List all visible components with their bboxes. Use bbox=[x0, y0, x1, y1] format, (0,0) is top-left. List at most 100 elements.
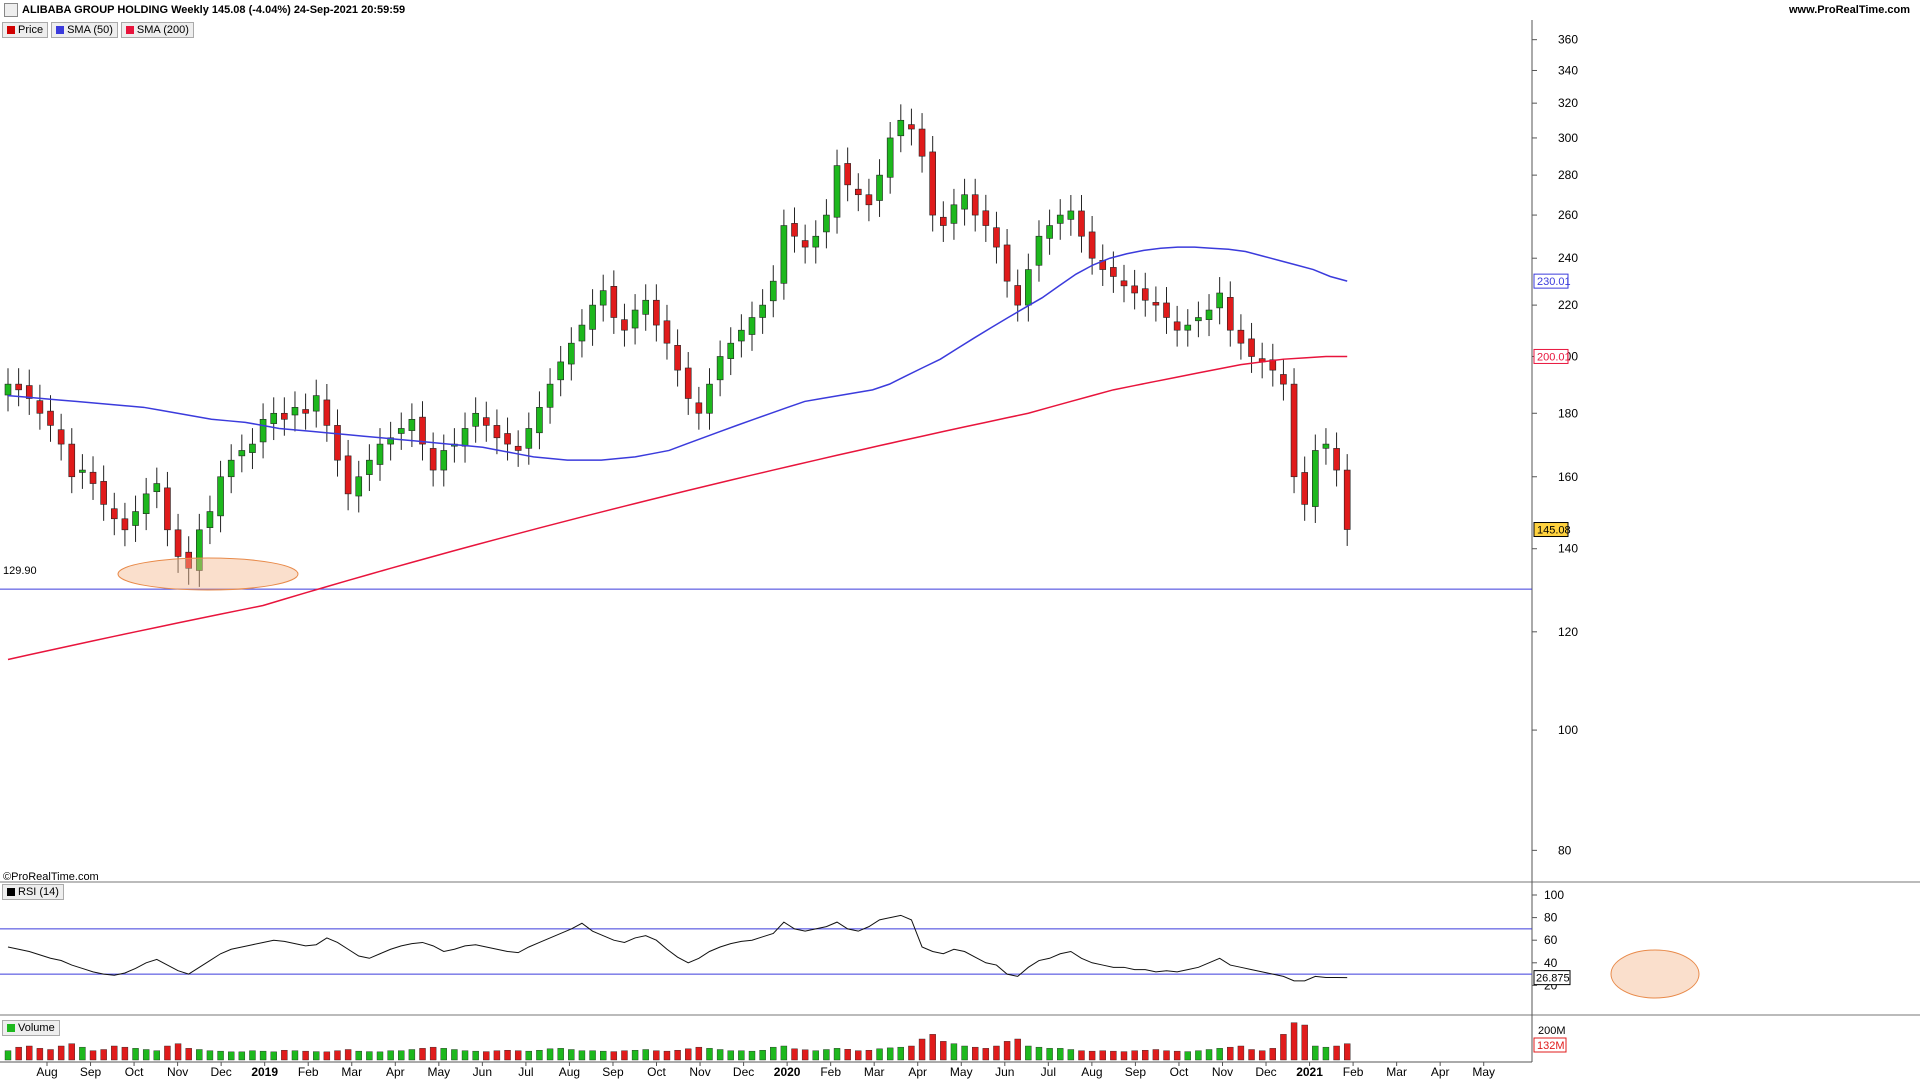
volume-bar bbox=[1343, 1043, 1351, 1061]
rsi-tick-label: 100 bbox=[1544, 888, 1564, 902]
volume-bar bbox=[472, 1050, 479, 1061]
volume-bar bbox=[631, 1049, 639, 1061]
volume-bar bbox=[727, 1050, 734, 1061]
candle-body bbox=[993, 227, 1000, 248]
volume-bar bbox=[1152, 1049, 1160, 1061]
volume-bar bbox=[493, 1050, 501, 1061]
volume-bar bbox=[1099, 1050, 1106, 1061]
legend-sma200-label: SMA (200) bbox=[136, 24, 189, 36]
time-tick-label: Sep bbox=[602, 1065, 624, 1079]
candle-body bbox=[971, 194, 979, 216]
legend-price[interactable]: Price bbox=[2, 22, 49, 38]
candle-body bbox=[1195, 317, 1202, 322]
volume-value-tag: 132M bbox=[1537, 1040, 1565, 1052]
volume-bar bbox=[642, 1049, 649, 1061]
price-tick-label: 260 bbox=[1558, 208, 1578, 222]
candle-body bbox=[1301, 472, 1308, 505]
volume-bar bbox=[1014, 1038, 1021, 1061]
volume-bar bbox=[972, 1046, 979, 1061]
volume-bar bbox=[1088, 1050, 1096, 1061]
candle-body bbox=[312, 395, 320, 412]
volume-bar bbox=[217, 1050, 224, 1061]
rsi-panel-label[interactable]: RSI (14) bbox=[2, 884, 64, 900]
legend-sma50[interactable]: SMA (50) bbox=[51, 22, 118, 38]
volume-bar bbox=[79, 1046, 86, 1061]
rsi-tick-label: 80 bbox=[1544, 911, 1558, 925]
volume-bar bbox=[36, 1048, 44, 1061]
price-tick-label: 160 bbox=[1558, 470, 1578, 484]
candle-body bbox=[1141, 288, 1149, 301]
volume-bar bbox=[1248, 1049, 1255, 1061]
candle-body bbox=[153, 483, 161, 493]
rsi-label-text: RSI (14) bbox=[18, 886, 59, 898]
site-url: www.ProRealTime.com bbox=[1788, 4, 1910, 16]
candle-body bbox=[238, 450, 246, 457]
volume-bar bbox=[876, 1048, 883, 1061]
time-tick-label: Apr bbox=[1431, 1065, 1450, 1079]
candle-body bbox=[132, 511, 139, 526]
volume-bar bbox=[483, 1051, 490, 1061]
volume-bar bbox=[600, 1050, 607, 1061]
sma200-line bbox=[7, 355, 1348, 661]
candle-body bbox=[164, 487, 171, 531]
volume-bar bbox=[1184, 1051, 1191, 1061]
volume-bar bbox=[429, 1046, 437, 1061]
chart-title: ALIBABA GROUP HOLDING Weekly 145.08 (-4.… bbox=[22, 4, 406, 16]
candle-body bbox=[142, 493, 150, 515]
candle-body bbox=[791, 223, 798, 237]
candle-body bbox=[110, 508, 118, 520]
volume-bar bbox=[376, 1051, 384, 1061]
candle-body bbox=[1280, 374, 1287, 385]
candle-body bbox=[493, 425, 501, 439]
volume-bar bbox=[1078, 1050, 1085, 1061]
chart-menu-icon[interactable] bbox=[4, 3, 18, 17]
volume-bar bbox=[1269, 1048, 1277, 1061]
volume-bar bbox=[823, 1049, 830, 1061]
time-tick-label: May bbox=[427, 1065, 450, 1079]
legend-sma200[interactable]: SMA (200) bbox=[120, 22, 194, 38]
candle-body bbox=[876, 174, 883, 201]
candle-body bbox=[397, 428, 405, 434]
candle-body bbox=[950, 204, 958, 224]
candle-body bbox=[695, 402, 703, 414]
candle-body bbox=[1343, 469, 1351, 530]
rsi-value-box bbox=[1533, 970, 1571, 986]
volume-panel-label[interactable]: Volume bbox=[2, 1020, 60, 1036]
candle-body bbox=[1035, 235, 1043, 266]
volume-bar bbox=[387, 1050, 394, 1061]
volume-value-box bbox=[1533, 1037, 1567, 1053]
candle-body bbox=[578, 324, 586, 342]
volume-bar bbox=[344, 1049, 352, 1061]
volume-bar bbox=[653, 1050, 660, 1061]
candle-body bbox=[461, 428, 469, 447]
candle-body bbox=[833, 165, 841, 218]
sma200-swatch-icon bbox=[125, 26, 134, 34]
volume-bar bbox=[1312, 1045, 1319, 1061]
volume-bar bbox=[1333, 1045, 1340, 1061]
volume-bar bbox=[514, 1050, 522, 1061]
candle-body bbox=[610, 286, 618, 318]
volume-bar bbox=[15, 1046, 22, 1061]
volume-bars bbox=[4, 1022, 1351, 1061]
support-label: 129.90 bbox=[3, 565, 37, 577]
candle-body bbox=[738, 329, 745, 342]
candle-body bbox=[270, 412, 278, 424]
candle-body bbox=[355, 476, 363, 497]
volume-bar bbox=[929, 1034, 936, 1061]
candle-body bbox=[621, 319, 628, 331]
volume-bar bbox=[568, 1049, 575, 1061]
candle-body bbox=[653, 299, 660, 326]
volume-bar bbox=[153, 1050, 161, 1061]
sma200-value-tag-box bbox=[1533, 348, 1569, 364]
candle-body bbox=[472, 412, 479, 427]
candle-body bbox=[1290, 383, 1298, 478]
volume-bar bbox=[759, 1049, 766, 1061]
price-tick-label: 240 bbox=[1558, 251, 1578, 265]
time-tick-label: Oct bbox=[125, 1065, 144, 1079]
time-tick-label: Jun bbox=[995, 1065, 1014, 1079]
volume-bar bbox=[886, 1047, 894, 1061]
candle-body bbox=[769, 280, 777, 302]
legend-price-label: Price bbox=[18, 24, 44, 36]
rsi-tick-label: 40 bbox=[1544, 956, 1558, 970]
